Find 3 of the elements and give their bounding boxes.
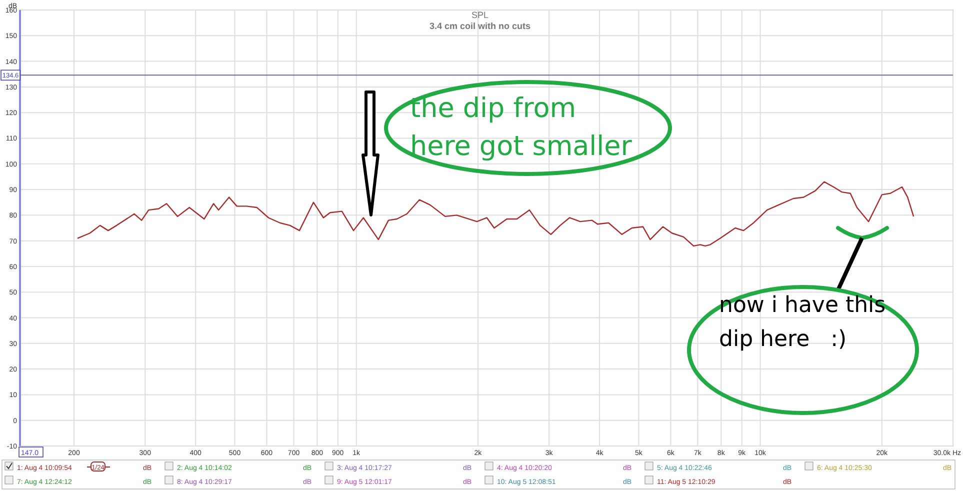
chart-title: SPL bbox=[471, 10, 489, 20]
annotation: now i have this dip here :) bbox=[719, 293, 886, 352]
text: 3.4 cm coil with no cuts bbox=[429, 21, 531, 31]
